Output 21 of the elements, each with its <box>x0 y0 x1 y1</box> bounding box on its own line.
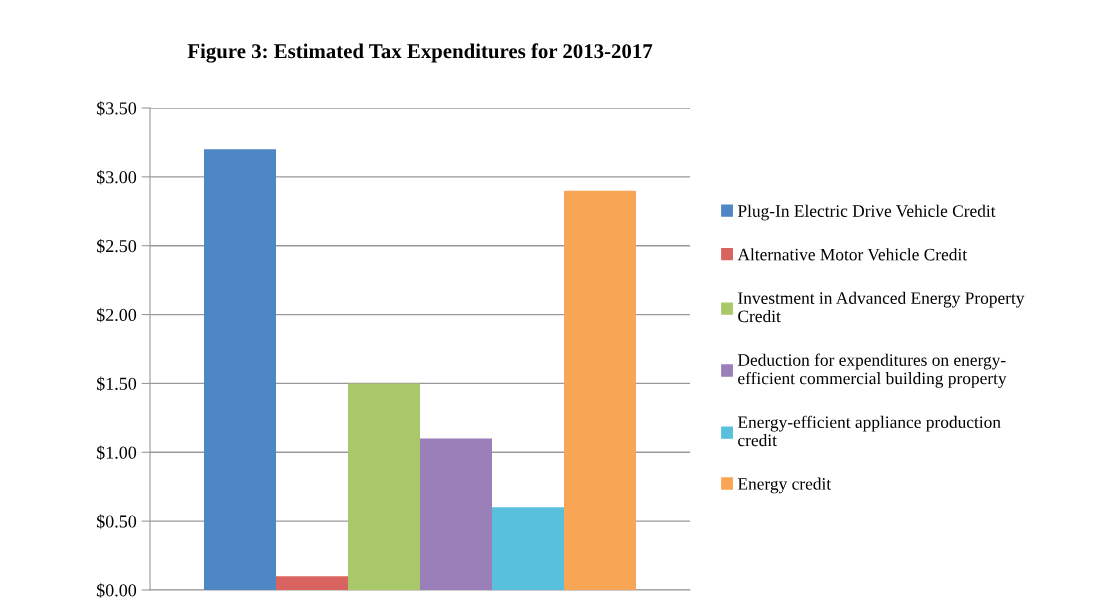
y-tick-label: $2.50 <box>96 238 137 254</box>
chart-title: Figure 3: Estimated Tax Expenditures for 2013-2017 <box>187 43 653 63</box>
y-tick-label: $3.50 <box>96 101 137 116</box>
y-tick-label: $2.00 <box>96 307 137 323</box>
bar <box>348 383 420 590</box>
y-tick-label: $1.00 <box>96 445 137 460</box>
y-tick-label: $0.50 <box>96 514 137 529</box>
bar <box>420 438 492 590</box>
y-tick-label: $3.00 <box>96 170 137 185</box>
bar <box>276 576 348 590</box>
bar <box>204 149 276 590</box>
bar <box>564 190 636 590</box>
legend-label: Plug-In Electric Drive Vehicle Credit <box>737 204 996 221</box>
y-tick-label: $0.00 <box>96 583 137 598</box>
legend-label: Energy-efficient appliance production credit <box>737 415 1001 447</box>
bar <box>492 507 564 590</box>
legend-label: Investment in Advanced Energy Property Credit <box>738 291 1025 323</box>
legend-label: Alternative Motor Vehicle Credit <box>737 248 968 261</box>
legend-label: Energy credit <box>737 477 832 494</box>
legend-label: Deduction for expenditures on energy-efficient commercial building property <box>737 353 1007 388</box>
y-tick-label: $1.50 <box>96 376 137 392</box>
